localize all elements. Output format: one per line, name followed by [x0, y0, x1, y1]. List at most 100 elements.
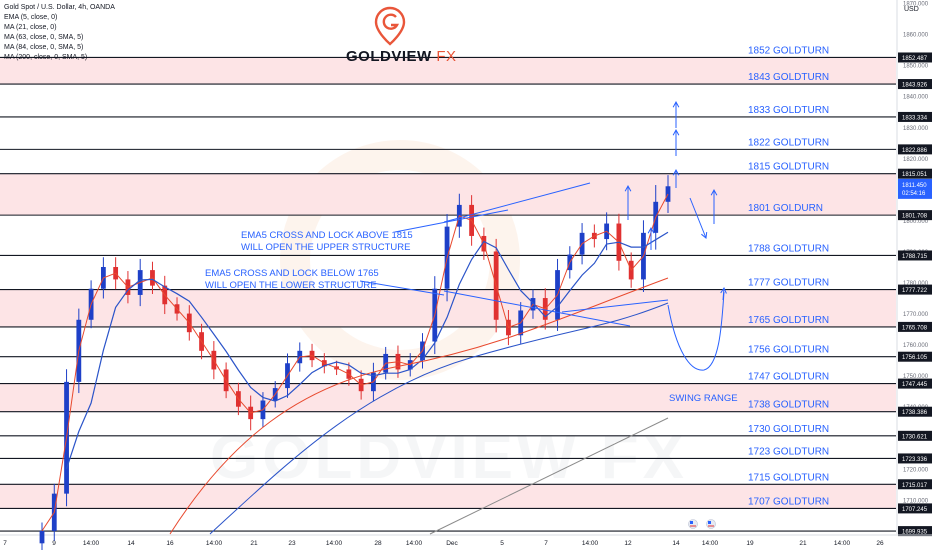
annotation-pointer: [394, 209, 509, 233]
brand-logo-suffix: FX: [436, 48, 457, 65]
time-axis-tick: 14:00: [834, 540, 851, 547]
candle-body: [39, 530, 45, 544]
level-label: 1788 GOLDTURN: [748, 243, 829, 254]
current-price-tag: 1811.450: [902, 183, 927, 189]
price-axis-tick: 1780.000: [903, 281, 929, 287]
time-axis-tick: 28: [374, 540, 382, 547]
projection-arrow-up-head: [672, 100, 680, 108]
price-tag: 1833.334: [902, 115, 928, 121]
annotation-upper-line1: EMA5 CROSS AND LOCK ABOVE 1815: [241, 230, 413, 241]
legend-study-ema5[interactable]: EMA (5, close, 0): [4, 14, 58, 21]
time-axis-tick: 14: [672, 540, 680, 547]
level-label: 1777 GOLDTURN: [748, 278, 829, 289]
level-label: 1723 GOLDTURN: [748, 446, 829, 457]
projection-arrow-up-head: [710, 188, 718, 196]
projection-arrow-up-head: [720, 286, 727, 294]
price-tag-bg: [898, 144, 932, 155]
price-tag: 1777.722: [902, 288, 928, 294]
watermark-text: GOLDVIEW FX: [210, 423, 688, 492]
level-label: 1843 GOLDTURN: [748, 72, 829, 83]
price-tag-bg: [898, 111, 932, 122]
time-axis-tick: 16: [166, 540, 174, 547]
price-tag-bg: [898, 526, 932, 537]
level-label: 1707 GOLDTURN: [748, 496, 829, 507]
ma63-line: [169, 277, 669, 535]
event-flag-canton: [708, 521, 711, 524]
time-axis-tick: 21: [250, 540, 258, 547]
projection-arrow-up-head: [672, 168, 680, 176]
brand-logo-icon: [374, 6, 406, 46]
support-resistance-zone: [0, 289, 896, 327]
price-tag-bg: [898, 284, 932, 295]
price-tag: 1730.621: [902, 434, 928, 440]
price-tag: 1723.336: [902, 457, 928, 463]
projection-arrow-up-head: [624, 184, 632, 192]
time-axis-tick: 12: [624, 540, 632, 547]
upper-trendline: [443, 182, 591, 223]
support-resistance-zone: [0, 484, 896, 509]
legend-study-ma63[interactable]: MA (63, close, 0, SMA, 5): [4, 34, 84, 41]
price-tag-bg: [898, 52, 932, 63]
annotation-lower-line1: EMA5 CROSS AND LOCK BELOW 1765: [205, 268, 379, 279]
ma21-line: [65, 231, 669, 469]
price-tag: 1765.708: [902, 325, 928, 331]
projection-arrow-up-head: [672, 128, 680, 136]
price-tag-bg: [898, 503, 932, 514]
price-tag-bg: [898, 250, 932, 261]
price-axis-tick: 1830.000: [903, 126, 929, 132]
price-tag-bg: [898, 351, 932, 362]
legend-study-ma21[interactable]: MA (21, close, 0): [4, 24, 57, 31]
legend-study-ma200[interactable]: MA (200, close, 0, SMA, 5): [4, 54, 88, 61]
price-tag-bg: [898, 79, 932, 90]
price-tag: 1822.886: [902, 148, 928, 154]
time-axis-tick: 14:00: [83, 540, 100, 547]
support-resistance-zone: [0, 383, 896, 412]
price-axis-tick: 1860.000: [903, 33, 929, 39]
price-tag-bg: [898, 378, 932, 389]
support-resistance-zone: [0, 57, 896, 85]
level-label: 1765 GOLDTURN: [748, 315, 829, 326]
price-axis-tick: 1760.000: [903, 343, 929, 349]
time-axis-tick: 7: [3, 540, 7, 547]
price-tag: 1715.017: [902, 483, 928, 489]
price-tag: 1756.105: [902, 355, 928, 361]
price-tag: 1788.715: [902, 254, 928, 260]
price-tag-bg: [898, 430, 932, 441]
level-label: 1738 GOLDTURN: [748, 400, 829, 411]
price-axis-tick: 1820.000: [903, 157, 929, 163]
annotation-upper-line2: WILL OPEN THE UPPER STRUCTURE: [241, 242, 410, 253]
time-axis-tick: 14:00: [702, 540, 719, 547]
price-tag-bg: [898, 210, 932, 221]
price-axis-tick: 1710.000: [903, 498, 929, 504]
price-tag: 1707.245: [902, 507, 928, 513]
bar-countdown: 02:54:16: [902, 191, 926, 197]
time-axis-tick: 14:00: [206, 540, 223, 547]
price-tag: 1747.445: [902, 382, 928, 388]
rising-trendline: [561, 299, 669, 313]
price-tag-bg: [898, 406, 932, 417]
projection-swing-curve: [667, 291, 725, 371]
level-label: 1801 GOLDURN: [748, 203, 823, 214]
lower-trendline: [443, 290, 631, 327]
price-tag-bg: [898, 479, 932, 490]
price-tag-bg: [898, 453, 932, 464]
ma84-line: [209, 302, 669, 535]
time-axis-tick: 7: [544, 540, 548, 547]
event-flag-canton: [690, 521, 693, 524]
ma200-line: [429, 417, 669, 535]
time-axis-tick: 9: [52, 540, 56, 547]
projection-arrow-down-head: [701, 231, 708, 239]
brand-logo-text: GOLDVIEW FX: [346, 48, 457, 65]
brand-pin-g: [382, 13, 400, 30]
annotation-pointer: [359, 280, 445, 296]
level-label: 1852 GOLDTURN: [748, 45, 829, 56]
level-label: 1815 GOLDTURN: [748, 162, 829, 173]
price-axis-tick: 1720.000: [903, 467, 929, 473]
legend-symbol[interactable]: Gold Spot / U.S. Dollar, 4h, OANDA: [4, 4, 115, 11]
legend-study-ma84[interactable]: MA (84, close, 0, SMA, 5): [4, 44, 84, 51]
current-price-tag-bg: [898, 178, 932, 199]
brand-logo-name: GOLDVIEW: [346, 48, 432, 65]
price-tag: 1738.386: [902, 410, 928, 416]
